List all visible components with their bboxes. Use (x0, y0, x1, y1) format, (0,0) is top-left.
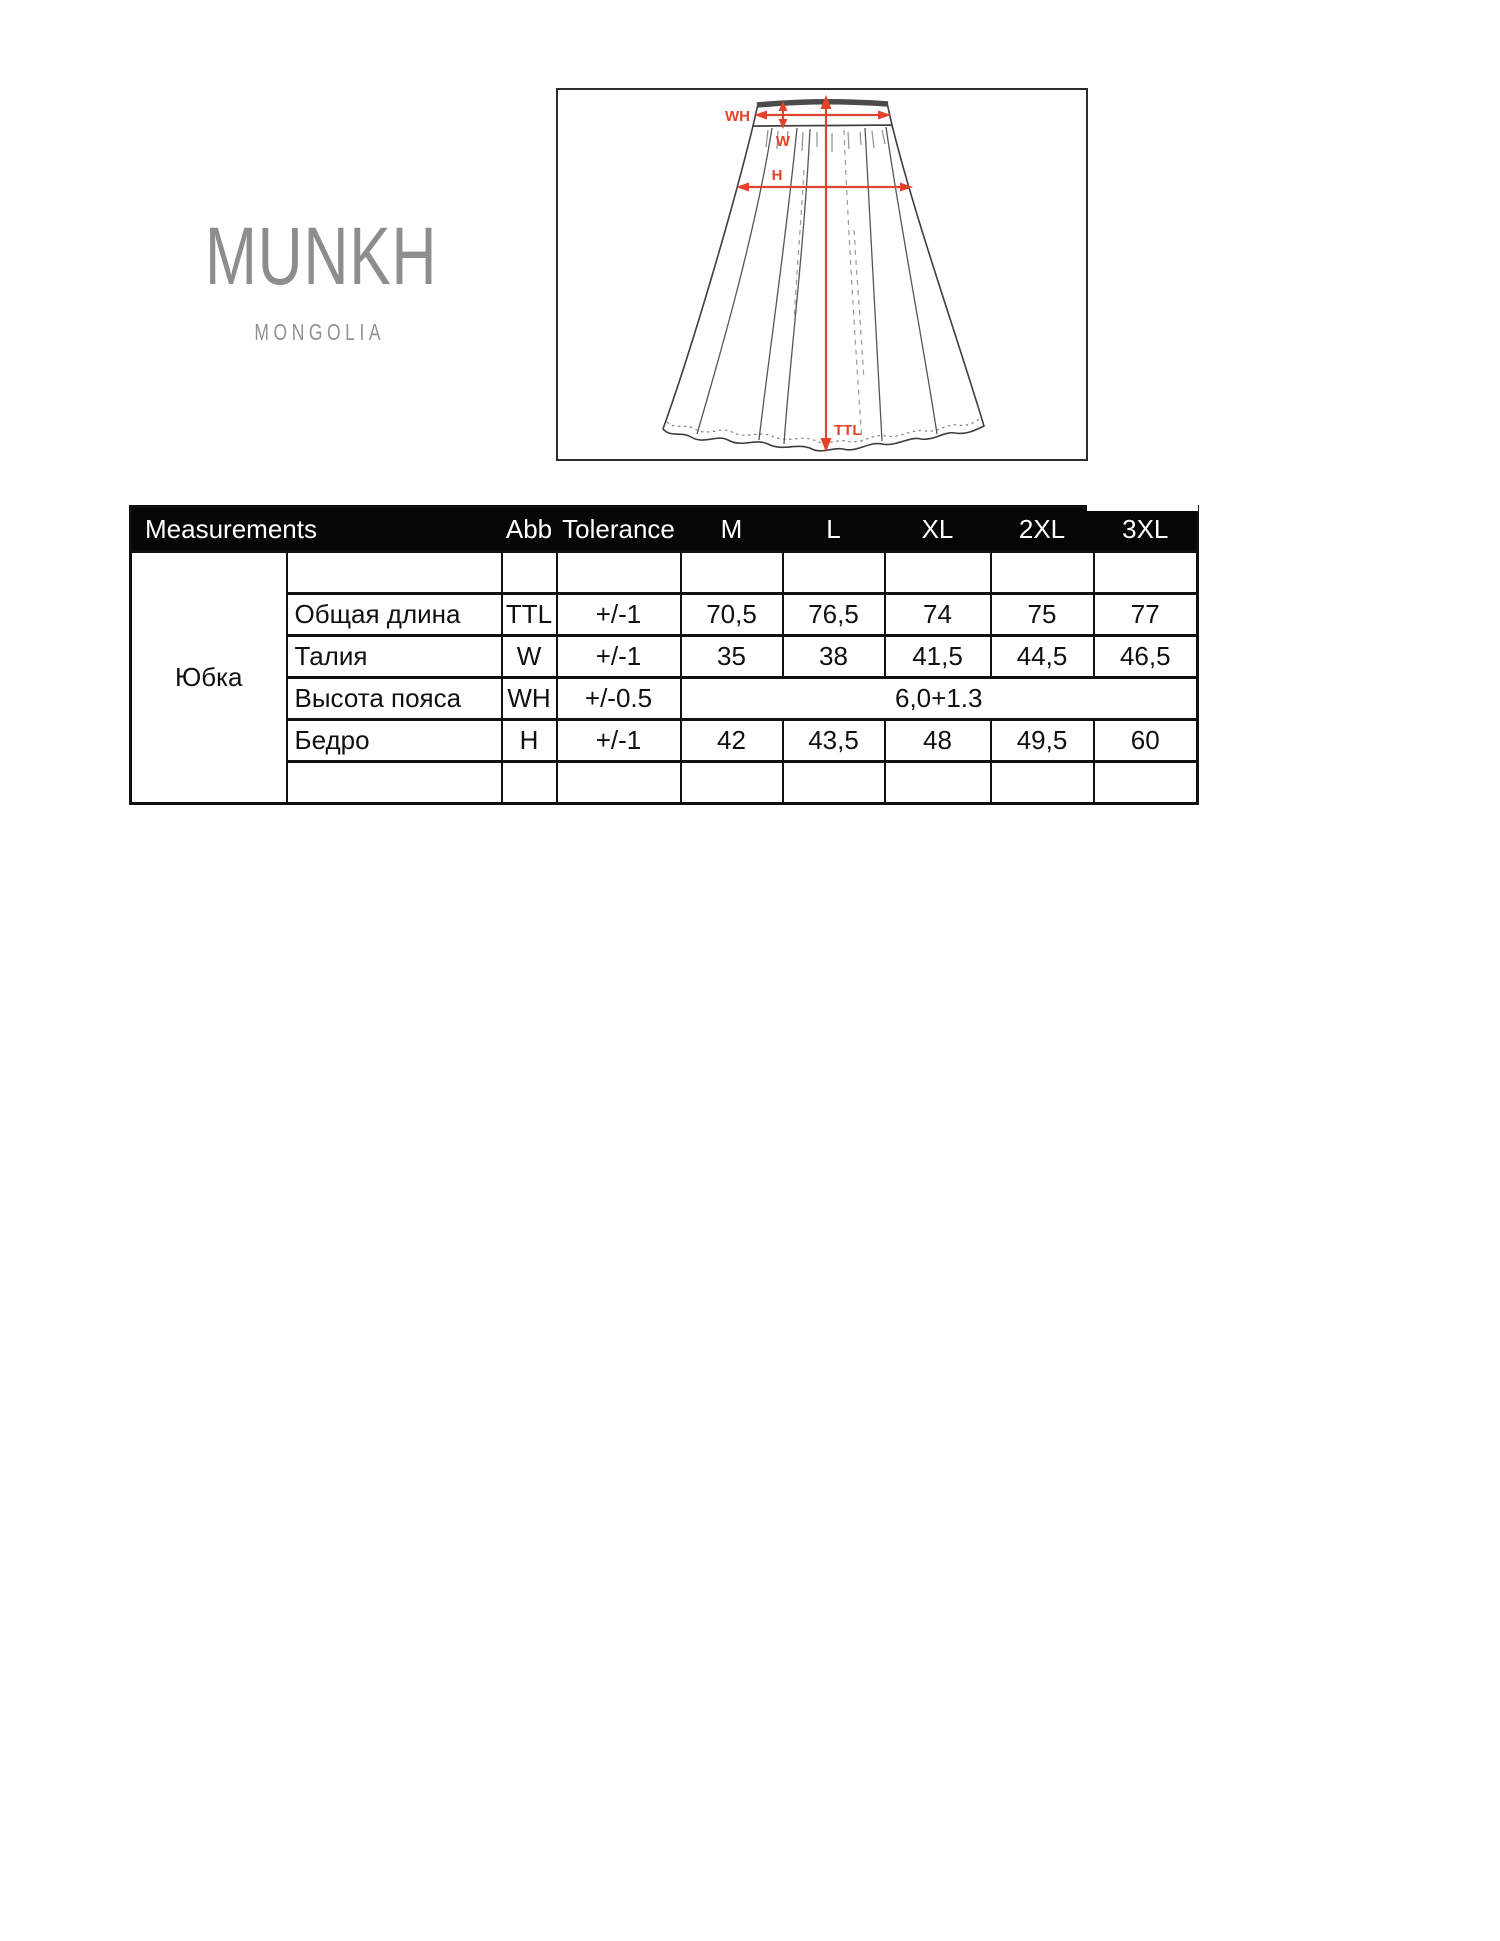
empty-cell (1092, 760, 1199, 805)
header-measurements: Measurements (129, 505, 503, 553)
cell-value-3xl: 77 (1092, 592, 1199, 637)
empty-cell (781, 760, 886, 805)
ttl-arrowhead-down (820, 438, 832, 452)
measurement-annotations (736, 95, 913, 452)
empty-row-bottom (131, 760, 1199, 805)
empty-row-top: Юбка (129, 550, 1199, 805)
empty-cell (285, 760, 503, 805)
cell-value-2xl: 75 (989, 592, 1095, 637)
header-abb: Abb (500, 505, 558, 553)
cell-value-3xl: 60 (1092, 718, 1199, 763)
category-cell: Юбка (129, 550, 288, 805)
empty-cell (500, 550, 558, 595)
wh-arrowhead-left (754, 110, 767, 120)
measurement-row-hip: Бедро H +/-1 42 43,5 48 49,5 60 (131, 718, 1199, 763)
empty-cell (679, 550, 784, 595)
cell-name: Общая длина (285, 592, 503, 637)
header-size-2xl: 2XL (989, 505, 1095, 553)
measurement-labels: WH W H TTL (725, 108, 862, 439)
measurements-table: Measurements Abb Tolerance M L XL 2XL 3X… (129, 505, 1199, 805)
header-size-l: L (781, 505, 886, 553)
cell-value-m: 70,5 (679, 592, 784, 637)
cell-tolerance: +/-0.5 (555, 676, 682, 721)
header-size-3xl: 3XL (1092, 505, 1199, 553)
measurement-row-waistband-height: Высота пояса WH +/-0.5 6,0+1.3 (131, 676, 1199, 721)
h-arrowhead-right (900, 182, 913, 192)
cell-value-l: 76,5 (781, 592, 886, 637)
measurement-row-waist: Талия W +/-1 35 38 41,5 44,5 46,5 (131, 634, 1199, 679)
w-arrowhead-down (778, 119, 788, 129)
h-label: H (772, 167, 783, 184)
cell-abb: WH (500, 676, 558, 721)
empty-cell (989, 550, 1095, 595)
empty-cell (781, 550, 886, 595)
header-tolerance: Tolerance (555, 505, 682, 553)
cell-value-m: 42 (679, 718, 784, 763)
skirt-diagram-frame: WH W H TTL (556, 88, 1088, 461)
empty-cell (555, 760, 682, 805)
gore-seam-lines (696, 126, 938, 445)
cell-value-l: 43,5 (781, 718, 886, 763)
hem-stitch-line (666, 417, 982, 444)
brand-logo: MUNKH MONGOLIA (205, 211, 438, 346)
empty-cell (883, 760, 992, 805)
cell-value-3xl: 46,5 (1092, 634, 1199, 679)
waistband-top-edge (756, 98, 889, 108)
cell-name: Бедро (285, 718, 503, 763)
gather-marks (765, 129, 886, 152)
cell-value-2xl: 49,5 (989, 718, 1095, 763)
empty-cell (883, 550, 992, 595)
cell-value-2xl: 44,5 (989, 634, 1095, 679)
ttl-label: TTL (834, 422, 862, 439)
empty-cell (555, 550, 682, 595)
cell-value-m: 35 (679, 634, 784, 679)
cell-abb: H (500, 718, 558, 763)
cell-tolerance: +/-1 (555, 634, 682, 679)
skirt-body-outline (662, 124, 985, 452)
header-notch (1087, 505, 1198, 511)
brand-country: MONGOLIA (254, 319, 386, 345)
cell-abb: TTL (500, 592, 558, 637)
cell-tolerance: +/-1 (555, 718, 682, 763)
wh-label: WH (725, 108, 750, 125)
cell-value-xl: 41,5 (883, 634, 992, 679)
empty-cell (679, 760, 784, 805)
w-label: W (776, 133, 791, 150)
cell-value-l: 38 (781, 634, 886, 679)
skirt-technical-drawing: WH W H TTL (662, 95, 985, 452)
header-size-xl: XL (883, 505, 992, 553)
cell-tolerance: +/-1 (555, 592, 682, 637)
empty-cell (500, 760, 558, 805)
cell-merged-value: 6,0+1.3 (679, 676, 1199, 721)
empty-cell (989, 760, 1095, 805)
measurement-row-total-length: Общая длина TTL +/-1 70,5 76,5 74 75 77 (131, 592, 1199, 637)
h-arrowhead-left (736, 182, 749, 192)
cell-name: Талия (285, 634, 503, 679)
cell-name: Высота пояса (285, 676, 503, 721)
w-arrowhead-up (778, 101, 788, 111)
wh-arrowhead-right (878, 110, 891, 120)
ttl-arrowhead-up (820, 95, 832, 109)
table-header-row: Measurements Abb Tolerance M L XL 2XL 3X… (129, 505, 1199, 553)
brand-name: MUNKH (205, 211, 438, 302)
header-size-m: M (679, 505, 784, 553)
cell-abb: W (500, 634, 558, 679)
gore-dashed-lines (793, 129, 865, 443)
cell-value-xl: 48 (883, 718, 992, 763)
cell-value-xl: 74 (883, 592, 992, 637)
empty-cell (1092, 550, 1199, 595)
empty-cell (285, 550, 503, 595)
